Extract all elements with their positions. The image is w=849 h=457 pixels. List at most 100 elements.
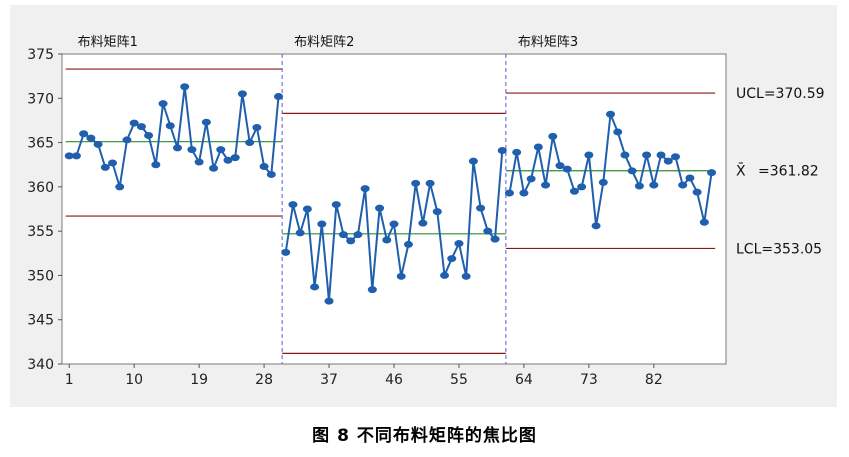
data-point (64, 152, 74, 160)
y-tick-label: 360 (27, 180, 54, 196)
y-tick-label: 375 (27, 47, 54, 63)
data-point (151, 161, 161, 169)
data-point (692, 188, 702, 196)
data-point (526, 175, 536, 183)
data-point (331, 201, 341, 209)
x-tick-label: 1 (65, 372, 74, 388)
center-symbol: X̄ (736, 162, 746, 180)
data-point (533, 143, 543, 151)
data-point (678, 181, 688, 189)
data-point (281, 248, 291, 256)
data-point (620, 151, 630, 159)
data-point (223, 156, 233, 164)
data-point (172, 144, 182, 152)
center-label: =361.82 (758, 164, 819, 180)
data-point (497, 147, 507, 155)
y-tick-label: 365 (27, 136, 54, 152)
data-point (317, 220, 327, 228)
data-point (396, 272, 406, 280)
data-point (389, 220, 399, 228)
data-point (194, 158, 204, 166)
data-point (346, 237, 356, 245)
stage-label: 布料矩阵3 (518, 35, 578, 50)
data-point (122, 136, 132, 144)
data-point (468, 157, 478, 165)
data-point (411, 179, 421, 187)
data-point (338, 231, 348, 239)
data-point (108, 159, 118, 167)
data-point (613, 128, 623, 136)
data-point (656, 151, 666, 159)
data-point (375, 204, 385, 212)
data-point (562, 165, 572, 173)
data-point (461, 272, 471, 280)
plot-area (61, 53, 727, 365)
y-tick-label: 340 (27, 357, 54, 373)
ucl-label: UCL=370.59 (736, 86, 825, 102)
data-point (115, 183, 125, 191)
data-point (288, 201, 298, 209)
data-point (129, 119, 139, 127)
data-point (483, 227, 493, 235)
data-point (577, 183, 587, 191)
data-point (180, 83, 190, 91)
data-point (144, 131, 154, 139)
data-point (418, 219, 428, 227)
data-point (707, 169, 717, 177)
data-point (606, 110, 616, 118)
data-point (79, 130, 89, 138)
data-point (266, 170, 276, 178)
y-tick-label: 345 (27, 313, 54, 329)
data-point (367, 286, 377, 294)
data-point (663, 157, 673, 165)
data-point (201, 118, 211, 126)
data-point (432, 208, 442, 216)
data-point (245, 139, 255, 147)
data-point (584, 151, 594, 159)
data-point (158, 100, 168, 108)
data-point (136, 123, 146, 131)
data-point (360, 185, 370, 193)
x-tick-label: 37 (320, 372, 338, 388)
data-point (86, 134, 96, 142)
data-point (476, 204, 486, 212)
data-point (425, 179, 435, 187)
data-point (642, 151, 652, 159)
data-point (93, 140, 103, 148)
data-point (230, 154, 240, 162)
y-tick-label: 370 (27, 91, 54, 107)
data-point (382, 236, 392, 244)
stage-label: 布料矩阵2 (294, 35, 354, 50)
data-point (555, 162, 565, 170)
x-tick-label: 28 (255, 372, 273, 388)
x-tick-label: 10 (125, 372, 143, 388)
data-point (541, 181, 551, 189)
data-point (187, 146, 197, 154)
x-tick-label: 64 (515, 372, 533, 388)
data-point (569, 187, 579, 195)
data-point (490, 235, 500, 243)
y-tick-label: 350 (27, 268, 54, 284)
x-tick-label: 19 (190, 372, 208, 388)
x-tick-label: 55 (450, 372, 468, 388)
data-point (353, 231, 363, 239)
data-point (699, 218, 709, 226)
data-point (670, 153, 680, 161)
data-point (685, 174, 695, 182)
data-point (295, 229, 305, 237)
data-point (440, 271, 450, 279)
data-point (512, 148, 522, 156)
data-point (259, 162, 269, 170)
data-point (447, 255, 457, 263)
data-point (274, 93, 284, 101)
data-point (252, 124, 262, 132)
data-point (591, 222, 601, 230)
data-point (216, 146, 226, 154)
lcl-label: LCL=353.05 (736, 241, 822, 257)
data-point (302, 205, 312, 213)
data-point (598, 178, 608, 186)
data-point (627, 167, 637, 175)
data-point (548, 132, 558, 140)
data-point (71, 152, 81, 160)
